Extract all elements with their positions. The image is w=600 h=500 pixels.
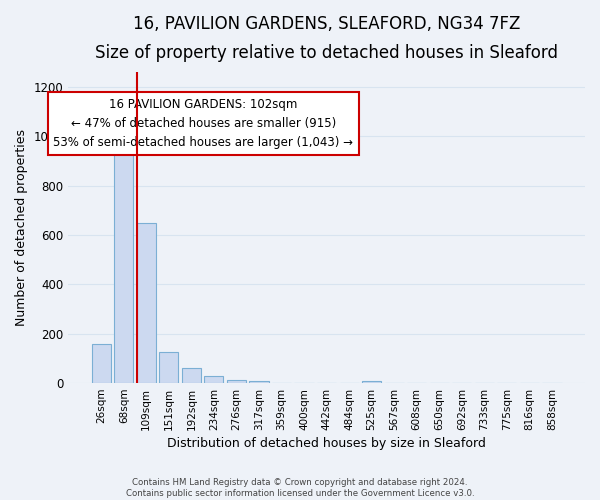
Bar bbox=[182, 368, 201, 383]
X-axis label: Distribution of detached houses by size in Sleaford: Distribution of detached houses by size … bbox=[167, 437, 486, 450]
Bar bbox=[137, 222, 156, 383]
Text: Contains HM Land Registry data © Crown copyright and database right 2024.
Contai: Contains HM Land Registry data © Crown c… bbox=[125, 478, 475, 498]
Title: 16, PAVILION GARDENS, SLEAFORD, NG34 7FZ
Size of property relative to detached h: 16, PAVILION GARDENS, SLEAFORD, NG34 7FZ… bbox=[95, 15, 558, 62]
Text: 16 PAVILION GARDENS: 102sqm
← 47% of detached houses are smaller (915)
53% of se: 16 PAVILION GARDENS: 102sqm ← 47% of det… bbox=[53, 98, 353, 149]
Bar bbox=[250, 380, 269, 383]
Bar bbox=[159, 352, 178, 383]
Bar bbox=[205, 376, 223, 383]
Bar bbox=[227, 380, 246, 383]
Bar bbox=[92, 344, 111, 383]
Bar bbox=[114, 152, 133, 383]
Bar bbox=[362, 380, 381, 383]
Y-axis label: Number of detached properties: Number of detached properties bbox=[15, 129, 28, 326]
